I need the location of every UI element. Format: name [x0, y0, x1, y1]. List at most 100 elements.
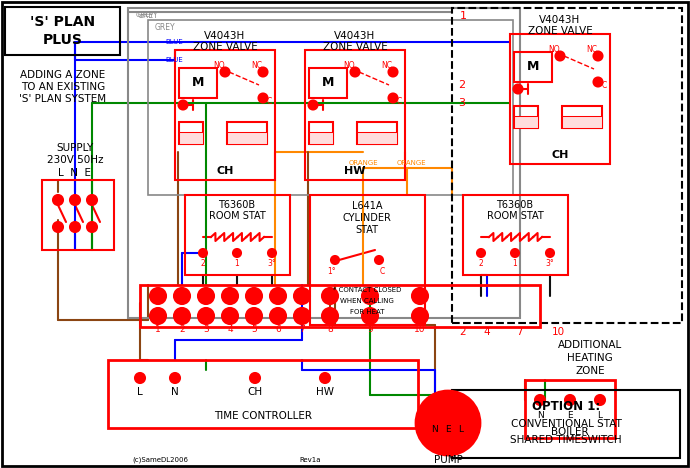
Text: 2: 2 — [179, 324, 185, 334]
Text: ZONE VALVE: ZONE VALVE — [528, 26, 593, 36]
Circle shape — [320, 373, 330, 383]
Circle shape — [198, 288, 214, 304]
Text: 6: 6 — [275, 324, 281, 334]
Text: 10: 10 — [551, 327, 564, 337]
Text: CH: CH — [248, 387, 263, 397]
Bar — [179, 122, 203, 144]
Text: TIME CONTROLLER: TIME CONTROLLER — [214, 411, 312, 421]
Text: (c)SameDL2006: (c)SameDL2006 — [132, 457, 188, 463]
Text: 2: 2 — [458, 80, 465, 90]
Text: NC: NC — [586, 44, 598, 53]
Circle shape — [430, 412, 440, 422]
Circle shape — [270, 288, 286, 304]
Circle shape — [546, 249, 554, 257]
Text: ADDING A ZONE: ADDING A ZONE — [21, 70, 106, 80]
Bar — [562, 116, 602, 128]
Bar — [452, 390, 680, 458]
Circle shape — [150, 308, 166, 324]
Text: M: M — [322, 76, 334, 89]
Text: T6360B: T6360B — [219, 200, 255, 210]
Bar — [140, 285, 540, 327]
Text: GREY: GREY — [155, 22, 176, 31]
Circle shape — [250, 373, 260, 383]
Text: Rev1a: Rev1a — [299, 457, 321, 463]
Text: V4043H: V4043H — [204, 31, 246, 41]
Circle shape — [198, 308, 214, 324]
Text: 4: 4 — [484, 327, 491, 337]
Circle shape — [170, 373, 180, 383]
Text: 1: 1 — [513, 259, 518, 269]
Text: 10: 10 — [414, 324, 426, 334]
Circle shape — [511, 249, 519, 257]
Text: ZONE: ZONE — [575, 366, 605, 376]
Bar — [309, 132, 333, 144]
Bar — [452, 8, 682, 323]
Text: GREY: GREY — [138, 10, 159, 20]
Bar — [42, 180, 114, 250]
Text: C: C — [602, 81, 607, 90]
Circle shape — [221, 67, 230, 76]
Text: SUPPLY: SUPPLY — [57, 143, 94, 153]
Circle shape — [53, 222, 63, 232]
Bar — [108, 360, 418, 428]
Text: STAT: STAT — [355, 225, 379, 235]
Text: BOILER: BOILER — [551, 427, 589, 437]
Circle shape — [412, 308, 428, 324]
Text: N: N — [171, 387, 179, 397]
Text: C: C — [380, 266, 384, 276]
Text: NC: NC — [251, 60, 262, 70]
Text: 230V 50Hz: 230V 50Hz — [47, 155, 104, 165]
Bar — [148, 20, 513, 195]
Circle shape — [246, 288, 262, 304]
Text: NO: NO — [548, 44, 560, 53]
Circle shape — [233, 249, 241, 257]
Text: C: C — [266, 97, 272, 107]
Text: C: C — [396, 97, 402, 107]
Text: TO AN EXISTING: TO AN EXISTING — [21, 82, 105, 92]
Bar — [562, 106, 602, 128]
Circle shape — [70, 195, 80, 205]
Circle shape — [555, 51, 564, 60]
Circle shape — [362, 308, 378, 324]
Text: L: L — [598, 410, 602, 419]
Circle shape — [375, 256, 383, 264]
Text: 3°: 3° — [268, 259, 277, 269]
Circle shape — [477, 249, 485, 257]
Text: NC: NC — [382, 60, 393, 70]
Circle shape — [87, 195, 97, 205]
Text: 'S' PLAN SYSTEM: 'S' PLAN SYSTEM — [19, 94, 106, 104]
Text: HW: HW — [316, 387, 334, 397]
Circle shape — [593, 78, 602, 87]
Text: V4043H: V4043H — [540, 15, 580, 25]
Circle shape — [513, 85, 522, 94]
Circle shape — [246, 308, 262, 324]
Circle shape — [388, 94, 397, 102]
Text: 4: 4 — [227, 324, 233, 334]
Circle shape — [174, 308, 190, 324]
Text: PUMP: PUMP — [433, 455, 462, 465]
Circle shape — [565, 395, 575, 405]
Bar — [175, 50, 275, 180]
Text: 5: 5 — [251, 324, 257, 334]
Bar — [309, 122, 333, 144]
Text: CONVENTIONAL STAT: CONVENTIONAL STAT — [511, 419, 622, 429]
Circle shape — [135, 373, 145, 383]
Text: 2: 2 — [460, 327, 466, 337]
Text: 3°: 3° — [546, 259, 554, 269]
Bar — [128, 8, 520, 318]
Bar — [510, 34, 610, 164]
Circle shape — [70, 222, 80, 232]
Text: N: N — [537, 410, 544, 419]
Bar — [514, 106, 538, 128]
Bar — [309, 68, 347, 98]
Text: L: L — [137, 387, 143, 397]
Circle shape — [388, 67, 397, 76]
Text: 9: 9 — [367, 324, 373, 334]
Text: 2: 2 — [479, 259, 484, 269]
Circle shape — [87, 222, 97, 232]
Text: CH: CH — [216, 166, 234, 176]
Circle shape — [443, 412, 453, 422]
Circle shape — [199, 249, 207, 257]
Text: E: E — [445, 425, 451, 434]
Text: V4043H: V4043H — [335, 31, 375, 41]
